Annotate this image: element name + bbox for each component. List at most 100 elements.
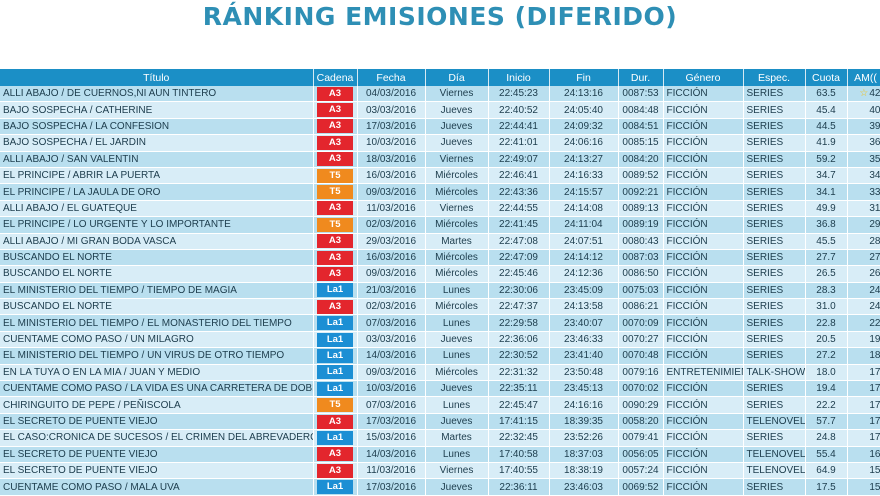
cell-cadena: La1 (313, 282, 358, 300)
cell-genero: FICCIÓN (663, 413, 744, 431)
table-row[interactable]: ALLI ABAJO / DE CUERNOS,NI AUN TINTERO A3… (0, 86, 880, 103)
table-row[interactable]: EL SECRETO DE PUENTE VIEJO A3 17/03/2016 Ju… (0, 413, 880, 431)
cell-genero: FICCIÓN (663, 101, 744, 119)
column-header-fin[interactable]: Fin (549, 69, 619, 86)
cell-fin: 23:52:26 (549, 429, 619, 447)
channel-badge: A3 (317, 447, 353, 462)
cell-cadena: La1 (313, 478, 358, 496)
column-header-genero[interactable]: Género (663, 69, 744, 86)
cell-cadena: La1 (313, 429, 358, 447)
channel-badge: A3 (317, 135, 353, 150)
cell-dur: 0079:41 (618, 429, 664, 447)
am-value: 42 (869, 88, 880, 100)
cell-fecha: 04/03/2016 (357, 86, 426, 103)
table-row[interactable]: EL PRINCIPE / ABRIR LA PUERTA T5 16/03/201… (0, 167, 880, 185)
channel-badge: A3 (317, 201, 353, 216)
cell-inicio: 22:31:32 (488, 364, 550, 382)
column-header-fecha[interactable]: Fecha (357, 69, 426, 86)
table-row[interactable]: BUSCANDO EL NORTE A3 02/03/2016 Miércoles 22… (0, 298, 880, 316)
table-row[interactable]: CUENTAME COMO PASO / LA VIDA ES UNA CARR… (0, 380, 880, 398)
cell-espec: SERIES (743, 347, 806, 365)
table-row[interactable]: EL MINISTERIO DEL TIEMPO / TIEMPO DE MAG… (0, 282, 880, 300)
cell-espec: SERIES (743, 86, 806, 103)
cell-am: 27 (847, 249, 880, 267)
table-row[interactable]: BUSCANDO EL NORTE A3 09/03/2016 Miércoles 22… (0, 265, 880, 283)
cell-dur: 0070:02 (618, 380, 664, 398)
cell-fecha: 18/03/2016 (357, 151, 426, 168)
column-header-cuota[interactable]: Cuota (805, 69, 848, 86)
cell-am: 35 (847, 151, 880, 168)
table-row[interactable]: ALLI ABAJO / EL GUATEQUE A3 11/03/2016 Vier… (0, 200, 880, 218)
channel-badge: A3 (317, 414, 353, 429)
column-header-dur[interactable]: Dur. (618, 69, 664, 86)
cell-dur: 0056:05 (618, 446, 664, 463)
cell-dia: Jueves (425, 478, 489, 496)
cell-fin: 24:09:32 (549, 118, 619, 136)
cell-inicio: 22:44:55 (488, 200, 550, 218)
table-row[interactable]: CUENTAME COMO PASO / MALA UVA La1 17/03/20… (0, 478, 880, 496)
cell-fin: 23:45:13 (549, 380, 619, 398)
cell-cadena: A3 (313, 249, 358, 267)
table-row[interactable]: BAJO SOSPECHA / EL JARDIN A3 10/03/2016 Jue… (0, 134, 880, 152)
cell-inicio: 22:40:52 (488, 101, 550, 119)
cell-fin: 24:07:51 (549, 233, 619, 250)
cell-inicio: 22:46:41 (488, 167, 550, 185)
cell-genero: FICCIÓN (663, 151, 744, 168)
cell-dur: 0080:43 (618, 233, 664, 250)
table-row[interactable]: BUSCANDO EL NORTE A3 16/03/2016 Miércoles 22… (0, 249, 880, 267)
cell-inicio: 22:29:58 (488, 314, 550, 332)
cell-fin: 24:12:36 (549, 265, 619, 283)
cell-am: 40 (847, 101, 880, 119)
cell-cadena: La1 (313, 314, 358, 332)
table-row[interactable]: EN LA TUYA O EN LA MIA / JUAN Y MEDIO La1… (0, 364, 880, 382)
cell-cuota: 36.8 (805, 216, 848, 234)
table-row[interactable]: EL PRINCIPE / LO URGENTE Y LO IMPORTANTE… (0, 216, 880, 234)
cell-cadena: A3 (313, 134, 358, 152)
cell-espec: SERIES (743, 478, 806, 496)
table-row[interactable]: BAJO SOSPECHA / LA CONFESION A3 17/03/2016… (0, 118, 880, 136)
cell-cuota: 34.7 (805, 167, 848, 185)
table-row[interactable]: ALLI ABAJO / MI GRAN BODA VASCA A3 29/03/2… (0, 233, 880, 250)
cell-titulo: ALLI ABAJO / SAN VALENTIN (0, 151, 314, 168)
table-row[interactable]: EL SECRETO DE PUENTE VIEJO A3 14/03/2016 Lu… (0, 446, 880, 463)
channel-badge: La1 (317, 430, 353, 445)
column-header-am[interactable]: AM(( (847, 69, 880, 86)
channel-badge: A3 (317, 299, 353, 314)
table-row[interactable]: EL PRINCIPE / LA JAULA DE ORO T5 09/03/201… (0, 183, 880, 201)
table-row[interactable]: EL MINISTERIO DEL TIEMPO / UN VIRUS DE O… (0, 347, 880, 365)
channel-badge: La1 (317, 283, 353, 298)
table-row[interactable]: EL MINISTERIO DEL TIEMPO / EL MONASTERIO… (0, 314, 880, 332)
cell-dia: Jueves (425, 331, 489, 349)
column-header-titulo[interactable]: Título (0, 69, 314, 86)
column-header-inicio[interactable]: Inicio (488, 69, 550, 86)
column-header-espec[interactable]: Espec. (743, 69, 806, 86)
column-header-dia[interactable]: Día (425, 69, 489, 86)
cell-cadena: T5 (313, 183, 358, 201)
cell-cuota: 41.9 (805, 134, 848, 152)
table-row[interactable]: CUENTAME COMO PASO / UN MILAGRO La1 03/03/… (0, 331, 880, 349)
cell-cuota: 45.5 (805, 233, 848, 250)
table-row[interactable]: EL SECRETO DE PUENTE VIEJO A3 11/03/2016 Vi… (0, 462, 880, 480)
cell-inicio: 17:40:55 (488, 462, 550, 480)
cell-am: 15 (847, 478, 880, 496)
cell-am: 18 (847, 347, 880, 365)
channel-badge: A3 (317, 463, 353, 478)
cell-genero: FICCIÓN (663, 233, 744, 250)
table-row[interactable]: BAJO SOSPECHA / CATHERINE A3 03/03/2016 Jue… (0, 101, 880, 119)
cell-inicio: 22:36:11 (488, 478, 550, 496)
cell-titulo: BUSCANDO EL NORTE (0, 265, 314, 283)
cell-titulo: BAJO SOSPECHA / LA CONFESION (0, 118, 314, 136)
table-row[interactable]: CHIRINGUITO DE PEPE / PEÑISCOLA T5 07/03/2… (0, 396, 880, 414)
cell-fin: 23:46:03 (549, 478, 619, 496)
cell-fecha: 15/03/2016 (357, 429, 426, 447)
cell-dia: Viernes (425, 462, 489, 480)
column-header-cadena[interactable]: Cadena (313, 69, 358, 86)
table-row[interactable]: ALLI ABAJO / SAN VALENTIN A3 18/03/2016 Vie… (0, 151, 880, 168)
cell-cuota: 17.5 (805, 478, 848, 496)
cell-am: 15 (847, 462, 880, 480)
cell-fecha: 03/03/2016 (357, 101, 426, 119)
cell-genero: FICCIÓN (663, 396, 744, 414)
cell-dur: 0085:15 (618, 134, 664, 152)
table-row[interactable]: EL CASO:CRONICA DE SUCESOS / EL CRIMEN D… (0, 429, 880, 447)
cell-cadena: A3 (313, 86, 358, 103)
